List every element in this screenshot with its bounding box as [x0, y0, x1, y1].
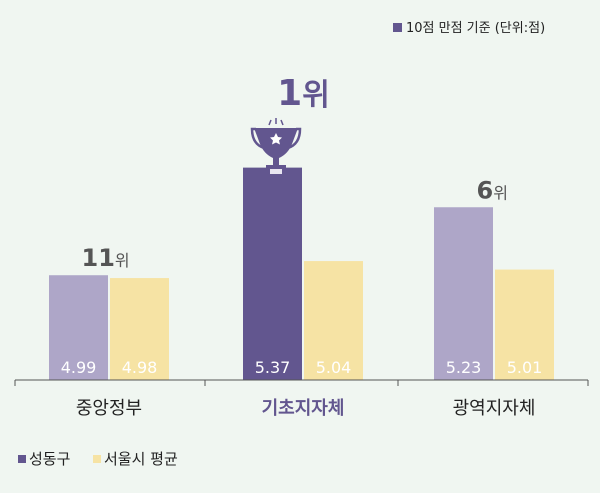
note-marker	[393, 23, 402, 32]
rank-label: 1위	[277, 73, 330, 114]
data-label: 4.98	[122, 358, 158, 377]
rank-label: 11위	[82, 244, 130, 272]
legend-label: 서울시 평균	[104, 450, 178, 468]
trophy-icon	[250, 118, 302, 178]
bar	[304, 261, 363, 380]
category-label: 중앙정부	[76, 398, 142, 419]
data-label: 5.01	[507, 358, 543, 377]
data-label: 5.04	[316, 358, 352, 377]
bar	[434, 207, 493, 380]
data-label: 4.99	[61, 358, 97, 377]
category-label: 광역지자체	[453, 398, 536, 419]
bar	[495, 269, 554, 380]
legend-label: 성동구	[29, 450, 70, 468]
legend-marker	[93, 455, 101, 463]
bar	[243, 167, 302, 380]
rank-label: 6위	[477, 176, 508, 204]
legend-marker	[18, 455, 26, 463]
data-label: 5.37	[255, 358, 291, 377]
unit-note: 10점 만점 기준 (단위:점)	[406, 21, 545, 36]
category-label: 기초지자체	[262, 398, 345, 419]
data-label: 5.23	[446, 358, 482, 377]
bar	[110, 278, 169, 380]
bar	[49, 275, 108, 380]
